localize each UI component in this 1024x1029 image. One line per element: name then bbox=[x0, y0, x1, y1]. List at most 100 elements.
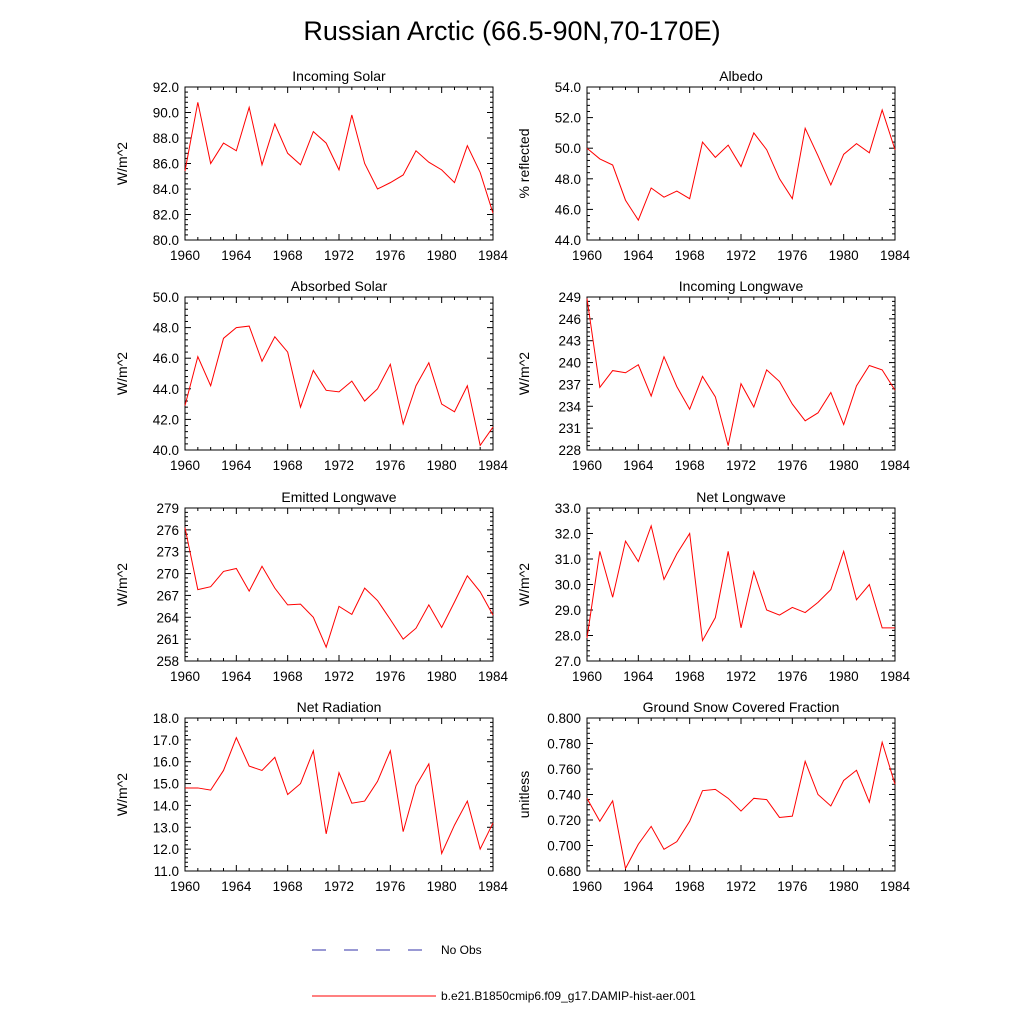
x-tick-label: 1960 bbox=[572, 248, 602, 263]
series-line-net-longwave bbox=[586, 524, 895, 643]
y-tick-label: 15.0 bbox=[153, 777, 179, 792]
y-tick-label: 0.680 bbox=[547, 864, 581, 879]
x-tick-label: 1972 bbox=[726, 458, 756, 473]
y-tick-label: 44.0 bbox=[153, 382, 179, 397]
plot-frame bbox=[586, 717, 896, 872]
y-tick-label: 14.0 bbox=[153, 798, 179, 813]
x-tick-label: 1964 bbox=[221, 879, 252, 894]
x-tick-label: 1980 bbox=[427, 879, 457, 894]
x-tick-label: 1976 bbox=[777, 248, 807, 263]
x-tick-label: 1972 bbox=[726, 669, 756, 684]
panel-incoming-solar: Incoming Solar W/m^2 1960 1964 1968 1972 1976 1… bbox=[114, 68, 509, 263]
panel-albedo: Albedo % reflected 1960 1964 1968 1972 1976 198… bbox=[516, 68, 911, 263]
y-tick-label: 243 bbox=[558, 334, 581, 349]
plot-frame bbox=[586, 86, 896, 241]
figure-title: Russian Arctic (66.5-90N,70-170E) bbox=[303, 16, 720, 46]
y-tick-label: 48.0 bbox=[555, 172, 581, 187]
x-tick-label: 1984 bbox=[478, 248, 509, 263]
x-tick-label: 1980 bbox=[427, 248, 457, 263]
x-tick-label: 1980 bbox=[829, 458, 859, 473]
y-tick-label: 88.0 bbox=[153, 131, 179, 146]
x-tick-label: 1964 bbox=[623, 879, 654, 894]
y-axis-label: W/m^2 bbox=[114, 563, 130, 606]
y-tick-label: 237 bbox=[558, 377, 581, 392]
y-tick-label: 249 bbox=[558, 290, 581, 305]
y-tick-label: 46.0 bbox=[153, 351, 179, 366]
panel-title: Ground Snow Covered Fraction bbox=[643, 699, 840, 715]
y-tick-label: 82.0 bbox=[153, 208, 179, 223]
y-tick-label: 50.0 bbox=[555, 141, 581, 156]
y-tick-label: 18.0 bbox=[153, 711, 179, 726]
x-tick-label: 1960 bbox=[572, 879, 602, 894]
x-tick-label: 1984 bbox=[880, 879, 911, 894]
series-line-net-radiation bbox=[185, 736, 494, 856]
panel-title: Absorbed Solar bbox=[291, 278, 388, 294]
legend-label-model-run: b.e21.B1850cmip6.f09_g17.DAMIP-hist-aer.… bbox=[441, 989, 696, 1003]
y-tick-label: 279 bbox=[156, 501, 179, 516]
x-tick-label: 1972 bbox=[324, 879, 354, 894]
y-tick-label: 17.0 bbox=[153, 733, 179, 748]
y-tick-label: 31.0 bbox=[555, 552, 581, 567]
x-tick-label: 1960 bbox=[170, 248, 200, 263]
y-tick-label: 264 bbox=[156, 610, 179, 625]
y-axis-label: unitless bbox=[516, 771, 532, 818]
y-tick-label: 54.0 bbox=[555, 80, 581, 95]
series-line-incoming-solar bbox=[184, 102, 494, 214]
x-tick-label: 1976 bbox=[777, 879, 807, 894]
y-tick-label: 40.0 bbox=[153, 443, 179, 458]
plot-frame bbox=[184, 717, 494, 872]
x-tick-label: 1976 bbox=[375, 248, 405, 263]
y-tick-label: 273 bbox=[156, 545, 179, 560]
plot-frame bbox=[586, 296, 896, 451]
y-tick-label: 32.0 bbox=[555, 527, 581, 542]
plot-frame bbox=[184, 507, 494, 662]
y-tick-label: 0.740 bbox=[547, 788, 581, 803]
y-axis-label: % reflected bbox=[516, 128, 532, 198]
x-tick-label: 1972 bbox=[324, 669, 354, 684]
y-tick-label: 27.0 bbox=[555, 654, 581, 669]
y-tick-label: 50.0 bbox=[153, 290, 179, 305]
x-tick-label: 1972 bbox=[324, 248, 354, 263]
x-tick-label: 1960 bbox=[170, 669, 200, 684]
y-tick-label: 231 bbox=[558, 421, 581, 436]
panel-net-radiation: Net Radiation W/m^2 1960 1964 1968 1972 1976 19… bbox=[114, 699, 509, 894]
x-tick-label: 1980 bbox=[829, 879, 859, 894]
x-tick-label: 1964 bbox=[623, 248, 654, 263]
y-tick-label: 12.0 bbox=[153, 842, 179, 857]
plot-frame bbox=[184, 86, 494, 241]
x-tick-label: 1968 bbox=[675, 458, 705, 473]
x-tick-label: 1976 bbox=[777, 458, 807, 473]
panel-incoming-longwave: Incoming Longwave W/m^2 1960 1964 1968 1972 19… bbox=[516, 278, 911, 473]
x-tick-label: 1960 bbox=[170, 458, 200, 473]
series-line-emitted-longwave bbox=[184, 527, 494, 649]
y-axis-label: W/m^2 bbox=[516, 352, 532, 395]
y-tick-label: 28.0 bbox=[555, 629, 581, 644]
panel-absorbed-solar: Absorbed Solar W/m^2 1960 1964 1968 1972 1976 1… bbox=[114, 278, 509, 473]
x-tick-label: 1964 bbox=[623, 669, 654, 684]
y-tick-label: 246 bbox=[558, 312, 581, 327]
y-tick-label: 267 bbox=[156, 588, 179, 603]
y-tick-label: 258 bbox=[156, 654, 179, 669]
x-tick-label: 1968 bbox=[675, 669, 705, 684]
x-tick-label: 1968 bbox=[273, 458, 303, 473]
x-tick-label: 1968 bbox=[273, 669, 303, 684]
x-tick-label: 1980 bbox=[427, 458, 457, 473]
y-tick-label: 30.0 bbox=[555, 578, 581, 593]
x-tick-label: 1984 bbox=[880, 669, 911, 684]
x-tick-label: 1972 bbox=[726, 879, 756, 894]
x-tick-label: 1964 bbox=[221, 458, 252, 473]
y-tick-label: 0.700 bbox=[547, 839, 581, 854]
x-tick-label: 1984 bbox=[478, 879, 509, 894]
y-tick-label: 234 bbox=[558, 399, 581, 414]
panel-title: Incoming Solar bbox=[292, 68, 386, 84]
x-tick-label: 1972 bbox=[726, 248, 756, 263]
panel-title: Albedo bbox=[719, 68, 763, 84]
x-tick-label: 1972 bbox=[324, 458, 354, 473]
x-tick-label: 1976 bbox=[375, 669, 405, 684]
y-axis-label: W/m^2 bbox=[114, 352, 130, 395]
y-tick-label: 228 bbox=[558, 443, 581, 458]
x-tick-label: 1968 bbox=[675, 248, 705, 263]
y-tick-label: 80.0 bbox=[153, 233, 179, 248]
